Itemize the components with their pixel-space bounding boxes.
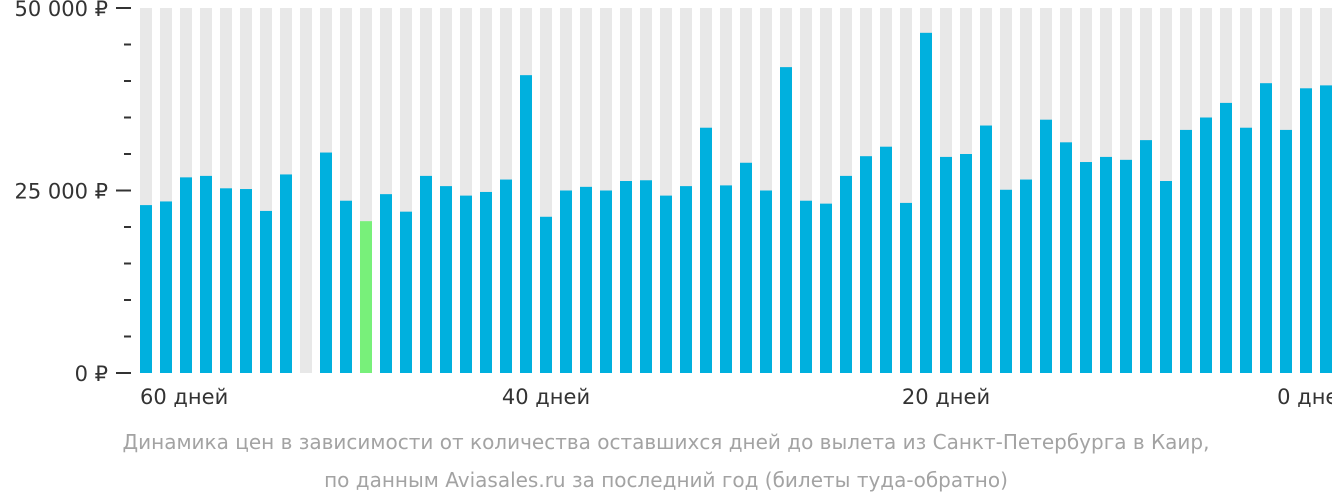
y-tick-label: 50 000 ₽ — [14, 0, 108, 21]
bar — [600, 190, 612, 373]
bar — [760, 190, 772, 373]
bar — [1060, 142, 1072, 373]
bar — [140, 205, 152, 373]
bar — [1300, 88, 1312, 374]
bar — [860, 156, 872, 373]
bar — [680, 186, 692, 373]
bar — [800, 200, 812, 373]
bar — [780, 67, 792, 373]
bar — [720, 185, 732, 373]
bar — [980, 125, 992, 373]
bar — [1260, 83, 1272, 373]
bar — [1280, 129, 1292, 373]
bar — [560, 190, 572, 373]
bar — [740, 162, 752, 373]
x-tick-label: 0 дней — [1277, 385, 1332, 409]
x-tick-label: 40 дней — [502, 385, 590, 409]
bar — [520, 75, 532, 373]
bar — [920, 32, 932, 373]
bar — [1080, 162, 1092, 373]
bar — [320, 152, 332, 373]
bar — [1040, 119, 1052, 373]
bar — [820, 203, 832, 373]
x-tick-label: 60 дней — [140, 385, 228, 409]
bar — [260, 210, 272, 373]
bar — [500, 179, 512, 373]
bar — [660, 195, 672, 373]
chart-caption-line2: по данным Aviasales.ru за последний год … — [324, 468, 1008, 492]
bar — [1220, 102, 1232, 374]
y-tick-label: 25 000 ₽ — [14, 180, 108, 204]
bar — [580, 186, 592, 373]
price-chart: 0 ₽ 25 000 ₽ 50 000 ₽ 60 дней 40 дней 20 дней… — [14, 0, 1332, 409]
bar — [440, 186, 452, 373]
bar — [1240, 127, 1252, 373]
bar — [960, 154, 972, 373]
y-tick-label: 0 ₽ — [75, 362, 108, 386]
bar — [1320, 85, 1332, 373]
bar — [400, 211, 412, 373]
bar — [1200, 117, 1212, 373]
bar — [340, 200, 352, 373]
bar — [220, 188, 232, 373]
bar — [1000, 189, 1012, 373]
chart-caption-line1: Динамика цен в зависимости от количества… — [122, 430, 1210, 454]
bar — [880, 146, 892, 373]
bar — [460, 195, 472, 373]
bar — [480, 191, 492, 373]
bar — [1100, 156, 1112, 373]
bar — [240, 189, 252, 373]
x-tick-label: 20 дней — [902, 385, 990, 409]
bar — [1160, 181, 1172, 373]
bar — [900, 202, 912, 373]
bar — [640, 180, 652, 373]
bar — [1140, 140, 1152, 373]
bar — [1120, 159, 1132, 373]
bar — [540, 216, 552, 373]
bar — [280, 174, 292, 373]
bar-highlight — [360, 221, 372, 373]
bar — [1020, 179, 1032, 373]
bar — [700, 127, 712, 373]
background-column — [300, 8, 312, 373]
bar — [200, 175, 212, 373]
bar — [840, 175, 852, 373]
bar — [620, 181, 632, 373]
bar — [180, 177, 192, 373]
bar — [420, 175, 432, 373]
bar — [160, 201, 172, 373]
bar — [1180, 129, 1192, 373]
bar — [380, 194, 392, 373]
bar — [940, 156, 952, 373]
